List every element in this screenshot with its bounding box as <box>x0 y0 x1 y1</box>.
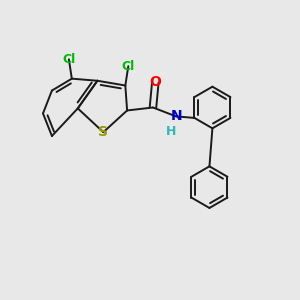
Text: H: H <box>166 125 176 138</box>
Text: Cl: Cl <box>122 60 135 73</box>
Text: O: O <box>149 75 161 89</box>
Text: Cl: Cl <box>62 53 76 66</box>
Text: N: N <box>170 110 182 123</box>
Text: S: S <box>98 125 108 139</box>
